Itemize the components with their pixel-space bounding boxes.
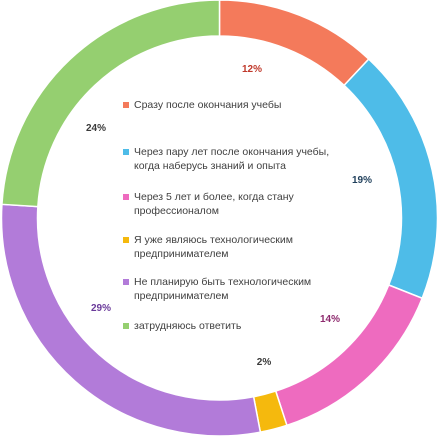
legend-item-4: Я уже являюсь технологическим предприним…	[123, 233, 348, 261]
slice-label-6: 24%	[86, 123, 106, 134]
legend-label-5: Не планирую быть технологическим предпри…	[134, 276, 312, 302]
legend-label-1: Сразу после окончания учебы	[134, 99, 282, 111]
slice-label-2: 19%	[352, 175, 372, 186]
legend-item-1: Сразу после окончания учебы	[123, 98, 348, 112]
legend-item-6: затрудняюсь ответить	[123, 319, 348, 333]
legend-swatch-5	[123, 279, 129, 285]
donut-slice-3	[274, 284, 424, 427]
legend-swatch-1	[123, 102, 129, 108]
legend-swatch-3	[123, 194, 129, 200]
legend-item-2: Через пару лет после окончания учебы, ко…	[123, 145, 348, 173]
legend-swatch-2	[123, 149, 129, 155]
legend-label-4: Я уже являюсь технологическим предприним…	[134, 234, 293, 260]
slice-label-5: 29%	[91, 303, 111, 314]
slice-label-4: 2%	[257, 357, 272, 368]
legend-label-2: Через пару лет после окончания учебы, ко…	[134, 146, 330, 172]
slice-label-1: 12%	[242, 64, 262, 75]
legend-label-6: затрудняюсь ответить	[134, 320, 242, 332]
legend-label-3: Через 5 лет и более, когда стану професс…	[134, 191, 294, 217]
slice-label-3: 14%	[320, 314, 340, 325]
legend-swatch-4	[123, 237, 129, 243]
donut-slice-6	[1, 0, 221, 208]
legend-item-5: Не планирую быть технологическим предпри…	[123, 275, 348, 303]
legend-item-3: Через 5 лет и более, когда стану професс…	[123, 190, 348, 218]
legend-swatch-6	[123, 323, 129, 329]
